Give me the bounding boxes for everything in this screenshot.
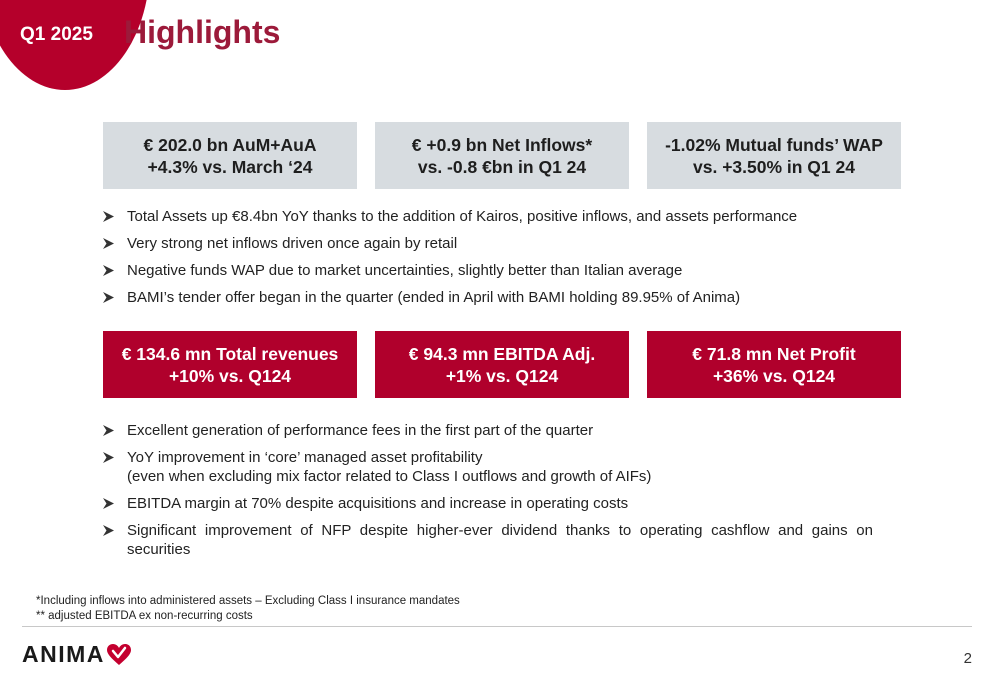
kpi-wap-delta: vs. +3.50% in Q1 24	[693, 156, 855, 177]
bullet-list-bottom: Excellent generation of performance fees…	[103, 421, 873, 567]
company-logo: ANIMA	[22, 641, 132, 668]
arrow-bullet-icon	[103, 207, 119, 226]
bullet-text: Total Assets up €8.4bn YoY thanks to the…	[127, 208, 798, 225]
bullet-text: EBITDA margin at 70% despite acquisition…	[127, 495, 629, 512]
kpi-net-profit-value: € 71.8 mn Net Profit	[692, 343, 856, 364]
list-item: YoY improvement in ‘core’ managed asset …	[103, 448, 873, 486]
kpi-ebitda-value: € 94.3 mn EBITDA Adj.	[408, 343, 596, 364]
kpi-net-profit-delta: +36% vs. Q124	[712, 365, 836, 386]
arrow-bullet-icon	[103, 234, 119, 253]
kpi-net-inflows-delta: vs. -0.8 €bn in Q1 24	[417, 156, 587, 177]
heart-arrow-logo-icon	[105, 643, 132, 667]
footnotes: *Including inflows into administered ass…	[36, 594, 460, 623]
list-item: Total Assets up €8.4bn YoY thanks to the…	[103, 207, 883, 226]
kpi-net-profit: € 71.8 mn Net Profit +36% vs. Q124	[647, 331, 901, 398]
kpi-total-revenues: € 134.6 mn Total revenues +10% vs. Q124	[103, 331, 357, 398]
arrow-bullet-icon	[103, 521, 119, 540]
list-item: Significant improvement of NFP despite h…	[103, 521, 873, 559]
arrow-bullet-icon	[103, 494, 119, 513]
bullet-text: Significant improvement of NFP despite h…	[127, 522, 873, 558]
list-item: BAMI’s tender offer began in the quarter…	[103, 288, 883, 307]
footer-divider	[22, 626, 972, 627]
list-item: Very strong net inflows driven once agai…	[103, 234, 883, 253]
period-label: Q1 2025	[20, 24, 93, 45]
kpi-net-inflows: € +0.9 bn Net Inflows* vs. -0.8 €bn in Q…	[375, 122, 629, 189]
bullet-list-top: Total Assets up €8.4bn YoY thanks to the…	[103, 207, 883, 315]
kpi-row-top: € 202.0 bn AuM+AuA +4.3% vs. March ‘24 €…	[103, 122, 901, 189]
list-item: Negative funds WAP due to market uncerta…	[103, 261, 883, 280]
kpi-wap: -1.02% Mutual funds’ WAP vs. +3.50% in Q…	[647, 122, 901, 189]
bullet-text: Very strong net inflows driven once agai…	[127, 235, 458, 252]
kpi-ebitda-delta: +1% vs. Q124	[445, 365, 559, 386]
arrow-bullet-icon	[103, 421, 119, 440]
kpi-total-revenues-value: € 134.6 mn Total revenues	[121, 343, 339, 364]
kpi-net-inflows-value: € +0.9 bn Net Inflows*	[411, 134, 593, 155]
list-item: EBITDA margin at 70% despite acquisition…	[103, 494, 873, 513]
kpi-wap-value: -1.02% Mutual funds’ WAP	[665, 134, 883, 155]
footnote-ebitda: ** adjusted EBITDA ex non-recurring cost…	[36, 609, 253, 622]
kpi-aum-delta: +4.3% vs. March ‘24	[147, 156, 313, 177]
bullet-text: Excellent generation of performance fees…	[127, 422, 594, 439]
kpi-aum: € 202.0 bn AuM+AuA +4.3% vs. March ‘24	[103, 122, 357, 189]
bullet-text: BAMI’s tender offer began in the quarter…	[127, 289, 741, 306]
page-number: 2	[963, 650, 972, 667]
logo-wordmark: ANIMA	[22, 641, 105, 667]
arrow-bullet-icon	[103, 261, 119, 280]
kpi-aum-value: € 202.0 bn AuM+AuA	[143, 134, 317, 155]
footnote-inflows: *Including inflows into administered ass…	[36, 595, 460, 607]
kpi-row-bottom: € 134.6 mn Total revenues +10% vs. Q124 …	[103, 331, 901, 398]
bullet-text: YoY improvement in ‘core’ managed asset …	[127, 449, 483, 466]
kpi-ebitda: € 94.3 mn EBITDA Adj. +1% vs. Q124	[375, 331, 629, 398]
kpi-total-revenues-delta: +10% vs. Q124	[168, 365, 292, 386]
page-title: Highlights	[124, 14, 281, 50]
arrow-bullet-icon	[103, 288, 119, 307]
arrow-bullet-icon	[103, 448, 119, 467]
bullet-text-continuation: (even when excluding mix factor related …	[127, 468, 652, 485]
list-item: Excellent generation of performance fees…	[103, 421, 873, 440]
bullet-text: Negative funds WAP due to market uncerta…	[127, 262, 683, 279]
